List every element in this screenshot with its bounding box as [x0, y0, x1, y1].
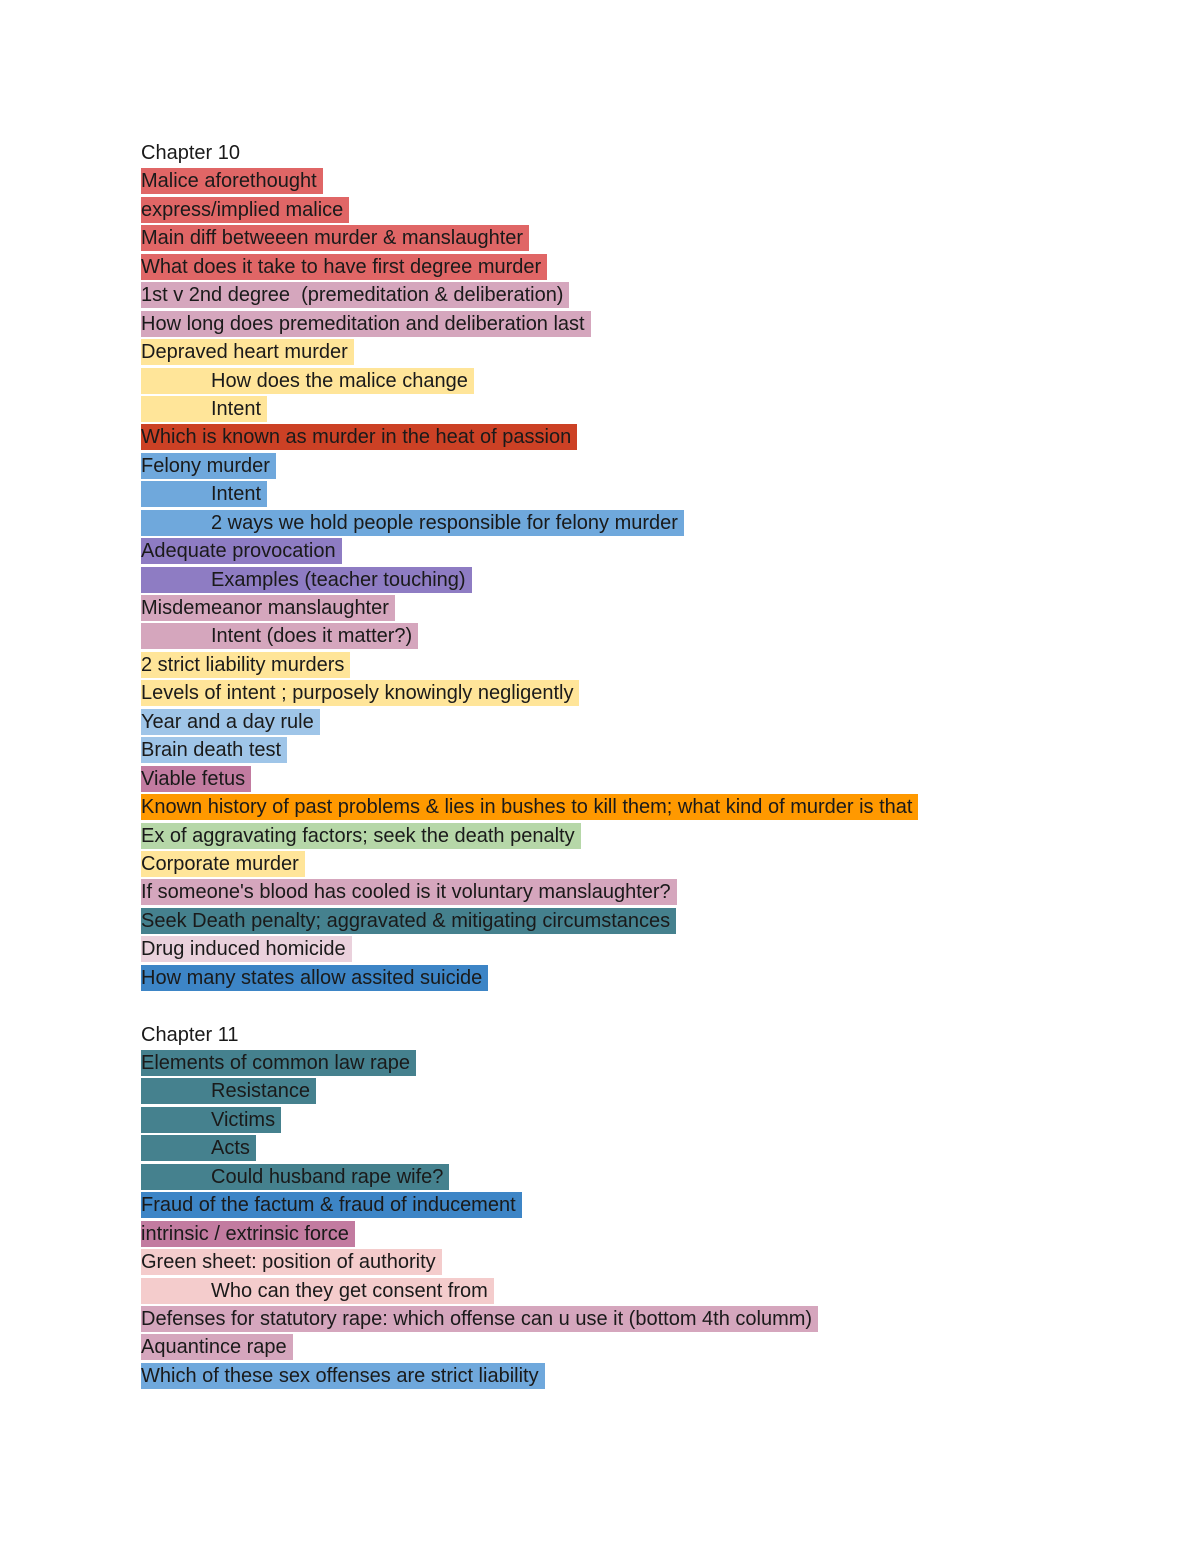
outline-item: Examples (teacher touching) [141, 566, 1121, 594]
outline-item: Depraved heart murder [141, 338, 1121, 366]
outline-item: 2 ways we hold people responsible for fe… [141, 509, 1121, 537]
highlighted-text: Ex of aggravating factors; seek the deat… [141, 822, 581, 849]
outline-item: Intent [141, 480, 1121, 508]
chapter-heading: Chapter 11 [141, 1023, 239, 1046]
highlighted-text: Elements of common law rape [141, 1050, 417, 1076]
highlighted-text: Depraved heart murder [141, 339, 354, 366]
highlighted-text: Fraud of the factum & fraud of inducemen… [141, 1192, 522, 1219]
highlighted-text: Examples (teacher touching) [141, 566, 472, 593]
outline-item: Misdemeanor manslaughter [141, 594, 1121, 622]
highlighted-text: Main diff betweeen murder & manslaughter [141, 225, 530, 252]
outline-item: 2 strict liability murders [141, 651, 1121, 679]
outline-item: Adequate provocation [141, 537, 1121, 565]
outline-item: Main diff betweeen murder & manslaughter [141, 224, 1121, 252]
highlighted-text: Resistance [141, 1078, 316, 1105]
highlighted-text: Could husband rape wife? [141, 1163, 450, 1190]
highlighted-text: What does it take to have first degree m… [141, 253, 548, 280]
highlighted-text: Green sheet: position of authority [141, 1249, 442, 1276]
outline-item: Viable fetus [141, 765, 1121, 793]
outline-item: Aquantince rape [141, 1333, 1121, 1361]
outline-item: Levels of intent ; purposely knowingly n… [141, 679, 1121, 707]
highlighted-text: How long does premeditation and delibera… [141, 310, 591, 337]
highlighted-text: Levels of intent ; purposely knowingly n… [141, 680, 580, 707]
highlighted-text: Adequate provocation [141, 538, 342, 565]
highlighted-text: Known history of past problems & lies in… [141, 794, 919, 821]
outline-item: Could husband rape wife? [141, 1163, 1121, 1191]
outline-item: Green sheet: position of authority [141, 1248, 1121, 1276]
outline-item: Defenses for statutory rape: which offen… [141, 1305, 1121, 1333]
highlighted-text: Intent [141, 481, 268, 508]
outline-item: Seek Death penalty; aggravated & mitigat… [141, 907, 1121, 935]
outline-item: Which of these sex offenses are strict l… [141, 1362, 1121, 1390]
highlighted-text: Which is known as murder in the heat of … [141, 424, 578, 451]
chapter-heading: Chapter 10 [141, 142, 240, 164]
outline-item: 1st v 2nd degree (premeditation & delibe… [141, 281, 1121, 309]
outline-item: Victims [141, 1106, 1121, 1134]
highlighted-text: express/implied malice [141, 196, 350, 223]
highlighted-text: Corporate murder [141, 850, 305, 877]
highlighted-text: How many states allow assited suicide [141, 964, 489, 991]
highlighted-text: Defenses for statutory rape: which offen… [141, 1305, 819, 1332]
outline-item: intrinsic / extrinsic force [141, 1220, 1121, 1248]
highlighted-text: Intent [141, 395, 268, 422]
highlighted-text: 1st v 2nd degree (premeditation & delibe… [141, 282, 570, 309]
highlighted-text: Year and a day rule [141, 708, 320, 735]
outline-item: Acts [141, 1134, 1121, 1162]
highlighted-text: Acts [141, 1135, 256, 1162]
outline-item: Which is known as murder in the heat of … [141, 423, 1121, 451]
outline-item: Intent (does it matter?) [141, 622, 1121, 650]
highlighted-text: intrinsic / extrinsic force [141, 1220, 355, 1247]
outline-item: What does it take to have first degree m… [141, 253, 1121, 281]
highlighted-text: 2 ways we hold people responsible for fe… [141, 509, 684, 536]
outline-item: Corporate murder [141, 850, 1121, 878]
outline-item: Drug induced homicide [141, 935, 1121, 963]
highlighted-text: Misdemeanor manslaughter [141, 595, 395, 621]
highlighted-text: If someone's blood has cooled is it volu… [141, 879, 677, 906]
outline-item: If someone's blood has cooled is it volu… [141, 878, 1121, 906]
highlighted-text: Intent (does it matter?) [141, 623, 419, 650]
section-spacer [141, 992, 1121, 1020]
outline-item: Year and a day rule [141, 708, 1121, 736]
outline-item: Known history of past problems & lies in… [141, 793, 1121, 821]
outline-item: Felony murder [141, 452, 1121, 480]
outline-item: How many states allow assited suicide [141, 964, 1121, 992]
highlighted-text: 2 strict liability murders [141, 651, 351, 678]
highlighted-text: Brain death test [141, 737, 288, 764]
outline-item: How does the malice change [141, 367, 1121, 395]
highlighted-text: How does the malice change [141, 367, 474, 394]
highlighted-text: Drug induced homicide [141, 936, 352, 963]
outline-item: Fraud of the factum & fraud of inducemen… [141, 1191, 1121, 1219]
outline-item: Brain death test [141, 736, 1121, 764]
outline-item: Resistance [141, 1077, 1121, 1105]
highlighted-text: Felony murder [141, 452, 276, 479]
highlighted-text: Malice aforethought [141, 168, 323, 195]
outline-item: How long does premeditation and delibera… [141, 310, 1121, 338]
highlighted-text: Who can they get consent from [141, 1277, 494, 1304]
outline-item: express/implied malice [141, 196, 1121, 224]
outline-item: Intent [141, 395, 1121, 423]
highlighted-text: Victims [141, 1106, 282, 1133]
outline-item: Elements of common law rape [141, 1049, 1121, 1077]
highlighted-text: Seek Death penalty; aggravated & mitigat… [141, 907, 677, 934]
outline-item: Malice aforethought [141, 167, 1121, 195]
highlighted-text: Viable fetus [141, 765, 252, 792]
outline-item: Who can they get consent from [141, 1277, 1121, 1305]
outline-item: Ex of aggravating factors; seek the deat… [141, 822, 1121, 850]
document-page: Chapter 10 Malice aforethought express/imp… [141, 139, 1121, 1390]
highlighted-text: Aquantince rape [141, 1334, 293, 1361]
highlighted-text: Which of these sex offenses are strict l… [141, 1362, 545, 1389]
